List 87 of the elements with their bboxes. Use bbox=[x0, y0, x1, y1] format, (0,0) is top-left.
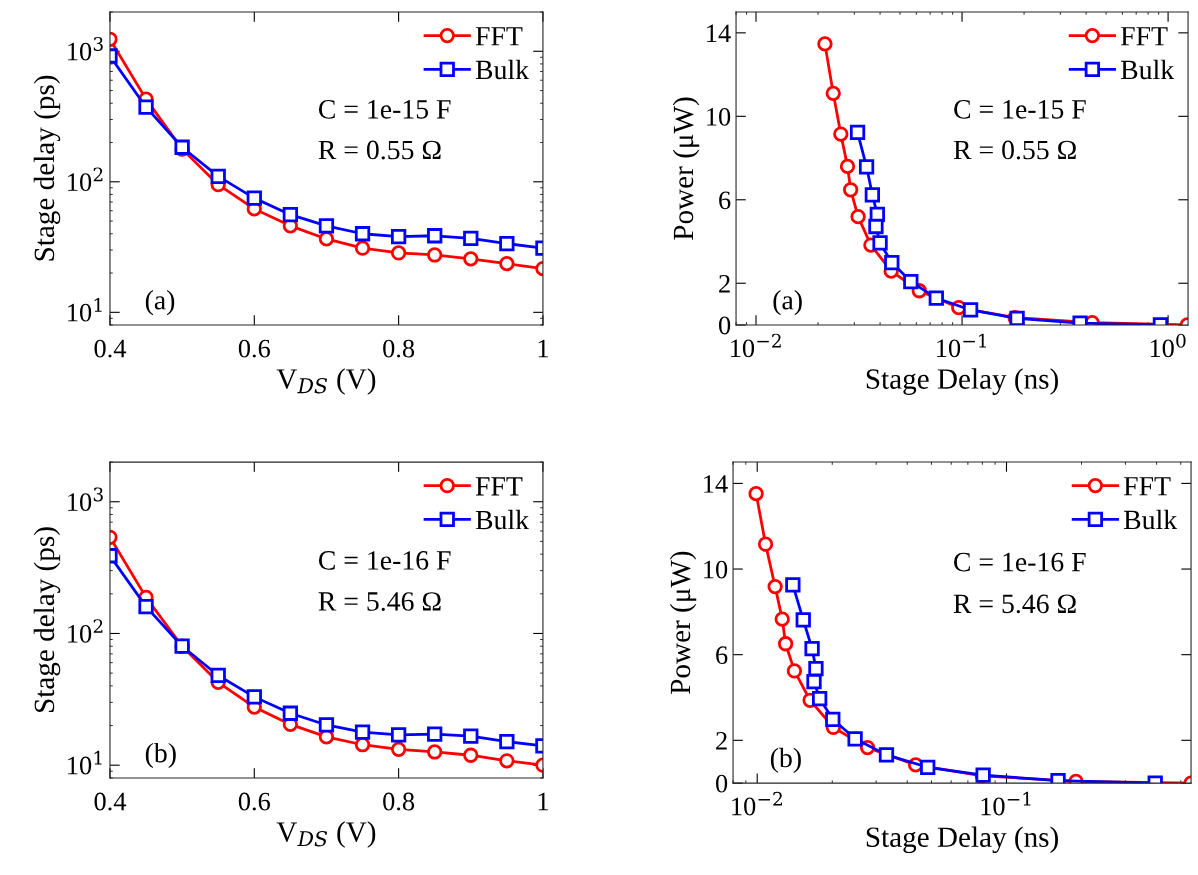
y-tick-label: 0 bbox=[716, 774, 728, 793]
y-tick-label: 14 bbox=[707, 24, 731, 43]
annotation: R = 5.46 Ω bbox=[318, 592, 441, 611]
annotation: R = 5.46 Ω bbox=[953, 594, 1076, 614]
legend-label: Bulk bbox=[475, 509, 530, 530]
legend-label: Bulk bbox=[475, 59, 530, 80]
point bbox=[282, 705, 299, 721]
x-tick-label: 0.4 bbox=[94, 339, 127, 358]
annotation: R = 0.55 Ω bbox=[318, 140, 441, 160]
point bbox=[499, 733, 515, 750]
point bbox=[427, 228, 443, 244]
point bbox=[138, 99, 154, 115]
point bbox=[390, 229, 407, 245]
annotation: C = 1e-16 F bbox=[318, 551, 451, 570]
legend-label: FFT bbox=[475, 477, 523, 496]
x-tick-label: 10$^{0}$ bbox=[1150, 333, 1186, 358]
point bbox=[463, 251, 479, 267]
legend-label: FFT bbox=[1120, 27, 1168, 46]
x-axis-title: Stage Delay (ns) bbox=[866, 826, 1058, 854]
x-tick-label: 0.6 bbox=[238, 339, 270, 358]
point bbox=[463, 747, 479, 763]
x-tick-label: 0.6 bbox=[238, 792, 270, 811]
y-axis-title: Power (μW) bbox=[669, 551, 697, 694]
annotation: R = 0.55 Ω bbox=[953, 140, 1076, 160]
y-tick-label: 10$^{3}$ bbox=[68, 487, 103, 511]
y-tick-label: 10 bbox=[707, 107, 731, 126]
point bbox=[354, 240, 371, 256]
annotation: C = 1e-15 F bbox=[318, 100, 451, 119]
annotation: (b) bbox=[145, 742, 176, 769]
y-tick-label: 0 bbox=[719, 316, 731, 335]
legend-label: FFT bbox=[1123, 477, 1171, 496]
y-tick-label: 14 bbox=[704, 475, 728, 493]
point bbox=[246, 689, 262, 705]
annotation: C = 1e-16 F bbox=[954, 552, 1086, 572]
annotation: (b) bbox=[770, 747, 801, 773]
point bbox=[282, 207, 299, 223]
point bbox=[354, 724, 371, 740]
point bbox=[427, 247, 443, 263]
point bbox=[463, 230, 479, 246]
x-axis-title: V$_{DS}$ (V) bbox=[276, 821, 376, 848]
annotation: (a) bbox=[773, 290, 802, 316]
x-tick-label: 1 bbox=[538, 339, 548, 358]
y-tick-label: 6 bbox=[719, 191, 731, 210]
point bbox=[318, 231, 335, 247]
x-tick-label: 10$^{−1}$ bbox=[981, 791, 1031, 816]
legend-label: Bulk bbox=[1120, 59, 1175, 80]
point bbox=[427, 726, 443, 742]
point bbox=[246, 190, 262, 206]
point bbox=[499, 235, 515, 252]
point bbox=[390, 741, 407, 757]
y-tick-label: 2 bbox=[716, 731, 727, 750]
x-tick-label: 0.4 bbox=[94, 792, 127, 811]
annotation: (a) bbox=[145, 290, 175, 316]
point bbox=[138, 598, 154, 615]
point bbox=[427, 744, 443, 760]
point bbox=[499, 256, 515, 272]
y-tick-label: 10$^{1}$ bbox=[68, 750, 102, 775]
x-tick-label: 1 bbox=[538, 792, 548, 811]
y-tick-label: 10$^{1}$ bbox=[68, 298, 102, 322]
point bbox=[354, 226, 371, 242]
point bbox=[318, 717, 335, 733]
point bbox=[210, 168, 226, 185]
x-axis-title: Stage Delay (ns) bbox=[866, 368, 1058, 395]
legend-label: FFT bbox=[475, 27, 523, 46]
x-tick-label: 0.8 bbox=[383, 792, 415, 811]
y-tick-label: 10$^{2}$ bbox=[68, 167, 103, 192]
y-axis-title: Power (μW) bbox=[672, 97, 700, 240]
y-axis-title: Stage delay (ps) bbox=[33, 527, 61, 713]
y-tick-label: 10$^{3}$ bbox=[68, 36, 103, 61]
x-axis-title: V$_{DS}$ (V) bbox=[276, 368, 376, 395]
y-tick-label: 10$^{2}$ bbox=[68, 619, 103, 643]
point bbox=[210, 667, 226, 684]
annotation: C = 1e-15 F bbox=[954, 100, 1086, 119]
y-tick-label: 2 bbox=[719, 274, 730, 293]
x-tick-label: 10$^{−2}$ bbox=[731, 333, 781, 358]
point bbox=[390, 727, 407, 743]
x-tick-label: 10$^{−1}$ bbox=[937, 333, 986, 358]
y-tick-label: 6 bbox=[716, 646, 728, 665]
x-tick-label: 0.8 bbox=[383, 339, 415, 358]
legend-label: Bulk bbox=[1123, 509, 1178, 530]
y-axis-title: Stage delay (ps) bbox=[33, 75, 61, 261]
point bbox=[499, 753, 515, 769]
x-tick-label: 10$^{−2}$ bbox=[732, 791, 782, 816]
point bbox=[463, 728, 479, 744]
y-tick-label: 10 bbox=[704, 560, 728, 579]
point bbox=[390, 245, 407, 261]
point bbox=[318, 218, 335, 234]
